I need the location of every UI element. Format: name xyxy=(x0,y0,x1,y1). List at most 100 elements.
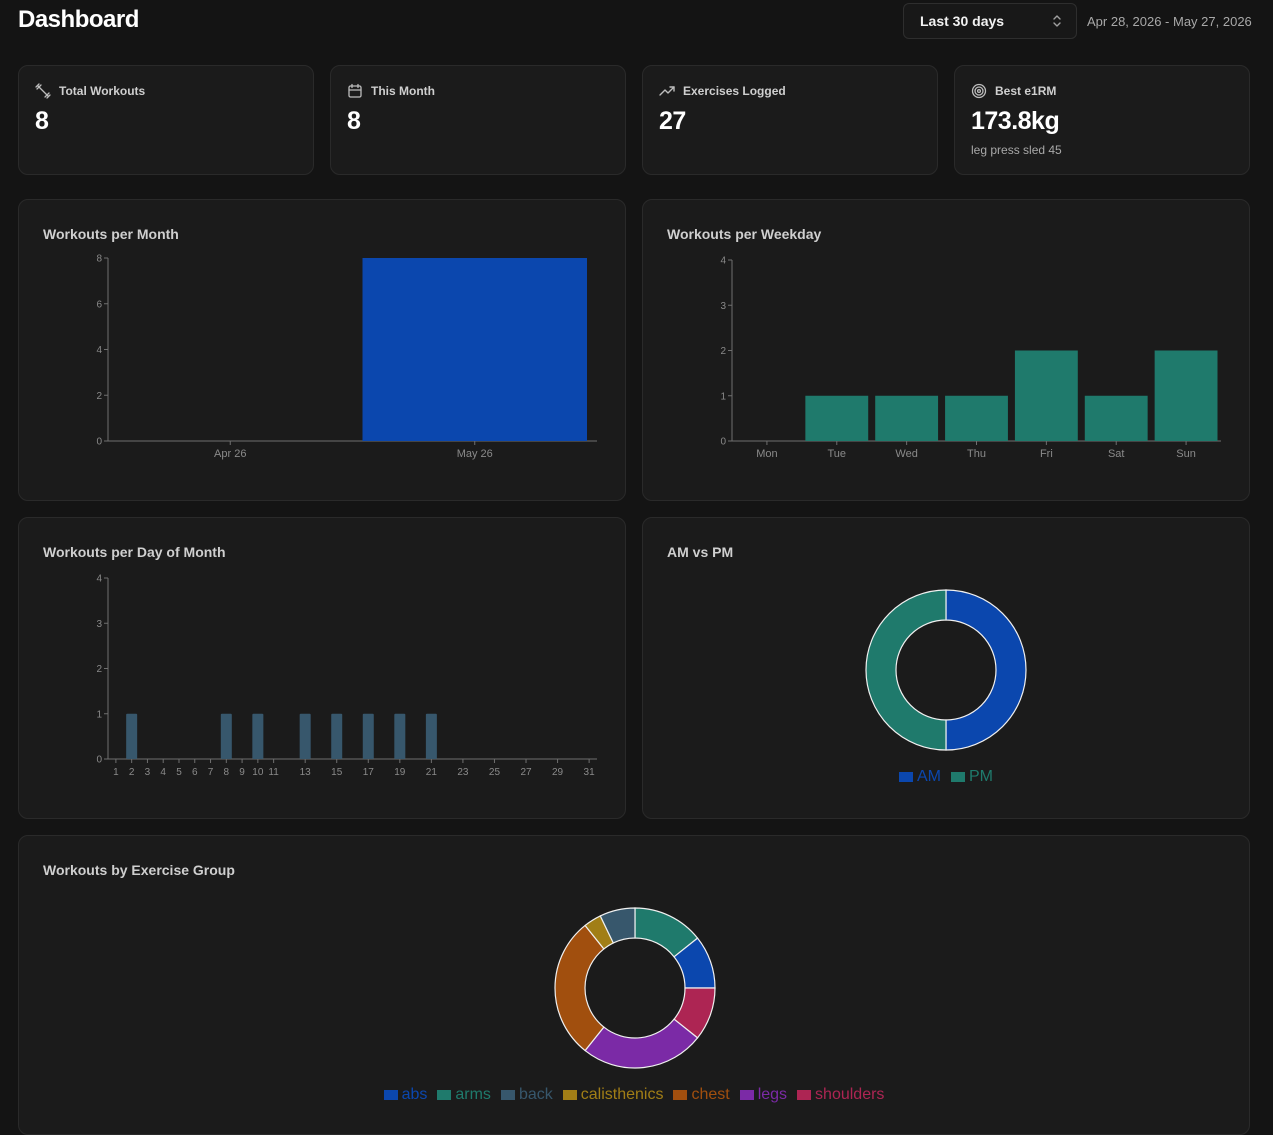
y-tick-label: 6 xyxy=(96,299,102,310)
x-tick-label: Apr 26 xyxy=(214,448,246,460)
chart-card-workouts-per-weekday: Workouts per Weekday 0 1 2 3 4 Mon Tue Wed Thu Fr… xyxy=(642,199,1250,501)
legend-label: abs xyxy=(401,1086,428,1103)
donut-slice xyxy=(599,907,636,944)
y-tick-label: 0 xyxy=(96,437,102,448)
y-tick-label: 1 xyxy=(720,391,726,402)
stat-value: 173.8kg xyxy=(971,107,1060,135)
bar xyxy=(875,395,939,441)
y-tick-label: 2 xyxy=(96,391,102,402)
legend-label: arms xyxy=(455,1086,491,1103)
legend-label: chest xyxy=(691,1086,730,1103)
y-tick-label: 0 xyxy=(96,755,102,766)
date-range-text: Apr 28, 2026 - May 27, 2026 xyxy=(1087,14,1252,29)
x-tick-label: 7 xyxy=(208,767,214,778)
x-tick-label: 11 xyxy=(268,767,279,778)
stat-card-total-workouts: Total Workouts 8 xyxy=(18,65,314,175)
stat-label-row: This Month xyxy=(347,83,435,99)
x-tick-label: 29 xyxy=(552,767,564,778)
calendar-icon xyxy=(347,83,363,99)
stat-label: Total Workouts xyxy=(59,84,146,98)
legend-swatch xyxy=(673,1090,688,1100)
donut-slice xyxy=(554,924,605,1052)
legend-item: calisthenics xyxy=(562,1086,663,1104)
bar xyxy=(1154,350,1218,441)
x-tick-label: 4 xyxy=(160,767,166,778)
chart-title: Workouts per Weekday xyxy=(667,226,822,242)
x-tick-label: 21 xyxy=(426,767,438,778)
x-tick-label: 23 xyxy=(457,767,469,778)
legend-swatch xyxy=(951,772,965,782)
bar xyxy=(126,713,138,759)
y-tick-label: 4 xyxy=(720,256,726,267)
x-tick-label: 15 xyxy=(331,767,343,778)
chevron-up-down-icon xyxy=(1052,14,1062,28)
legend-swatch xyxy=(562,1090,577,1100)
legend-swatch xyxy=(500,1090,515,1100)
x-tick-label: 10 xyxy=(252,767,264,778)
bar xyxy=(394,713,406,759)
x-tick-label: 13 xyxy=(300,767,312,778)
stat-label: Exercises Logged xyxy=(683,84,786,98)
x-tick-label: 31 xyxy=(584,767,596,778)
legend-swatch xyxy=(899,772,913,782)
x-tick-label: 17 xyxy=(363,767,375,778)
bar xyxy=(331,713,343,759)
legend-item: back xyxy=(500,1086,553,1104)
y-tick-label: 3 xyxy=(96,619,102,630)
x-tick-label: 3 xyxy=(145,767,151,778)
date-range-select-value: Last 30 days xyxy=(920,13,1005,29)
legend-item: shoulders xyxy=(797,1086,884,1104)
stat-value: 8 xyxy=(347,107,361,135)
legend-item: abs xyxy=(383,1086,428,1104)
legend-item: legs xyxy=(739,1086,788,1104)
x-tick-label: 6 xyxy=(192,767,198,778)
x-tick-label: May 26 xyxy=(457,448,493,460)
workouts-per-month-chart: 0 2 4 6 8 Apr 26 May 26 xyxy=(96,254,597,460)
stat-card-best-e1rm: Best e1RM 173.8kg leg press sled 45 xyxy=(954,65,1250,175)
chart-card-workouts-per-month: Workouts per Month 0 2 4 6 8 Apr 26 May 26 xyxy=(18,199,626,501)
am-vs-pm-donut-chart xyxy=(865,589,1027,751)
y-tick-label: 3 xyxy=(720,301,726,312)
y-tick-label: 4 xyxy=(96,574,102,585)
y-tick-label: 4 xyxy=(96,345,102,356)
chart-card-am-vs-pm: AM vs PM AM PM xyxy=(642,517,1250,819)
x-tick-label: 2 xyxy=(129,767,135,778)
stat-card-exercises-logged: Exercises Logged 27 xyxy=(642,65,938,175)
x-tick-label: 25 xyxy=(489,767,501,778)
x-tick-label: Wed xyxy=(895,448,917,460)
stat-subtext: leg press sled 45 xyxy=(971,143,1062,157)
trending-up-icon xyxy=(659,83,675,99)
stat-label: Best e1RM xyxy=(995,84,1057,98)
bar xyxy=(1014,350,1078,441)
x-tick-label: 27 xyxy=(520,767,532,778)
bar xyxy=(252,713,264,759)
legend-item: PM xyxy=(951,768,993,786)
x-tick-label: Fri xyxy=(1040,448,1053,460)
legend-label: legs xyxy=(757,1086,788,1103)
target-icon xyxy=(971,83,987,99)
date-range-select[interactable]: Last 30 days xyxy=(903,3,1077,39)
legend-swatch xyxy=(437,1090,452,1100)
chart-legend: AM PM xyxy=(643,768,1249,786)
legend-item: AM xyxy=(899,768,941,786)
legend-item: chest xyxy=(673,1086,730,1104)
chart-title: Workouts by Exercise Group xyxy=(43,862,235,878)
chart-axes: 0 1 2 3 4 xyxy=(96,574,597,766)
bar xyxy=(1084,395,1148,441)
bar xyxy=(425,713,437,759)
chart-card-workouts-by-exercise-group: Workouts by Exercise Group abs arms back ca… xyxy=(18,835,1250,1135)
x-tick-label: 9 xyxy=(239,767,245,778)
workouts-per-weekday-chart: 0 1 2 3 4 Mon Tue Wed Thu Fri Sat Sun xyxy=(720,256,1221,460)
y-tick-label: 2 xyxy=(720,346,726,357)
dumbbell-icon xyxy=(35,83,51,99)
stat-value: 8 xyxy=(35,107,49,135)
x-tick-label: Sun xyxy=(1176,448,1196,460)
y-tick-label: 8 xyxy=(96,254,102,265)
x-tick-label: 19 xyxy=(394,767,406,778)
x-tick-label: 5 xyxy=(176,767,182,778)
chart-title: AM vs PM xyxy=(667,544,734,560)
chart-legend: abs arms back calisthenics chest legs shoulder… xyxy=(19,1086,1249,1104)
legend-label: AM xyxy=(917,768,941,785)
y-tick-label: 1 xyxy=(96,709,102,720)
